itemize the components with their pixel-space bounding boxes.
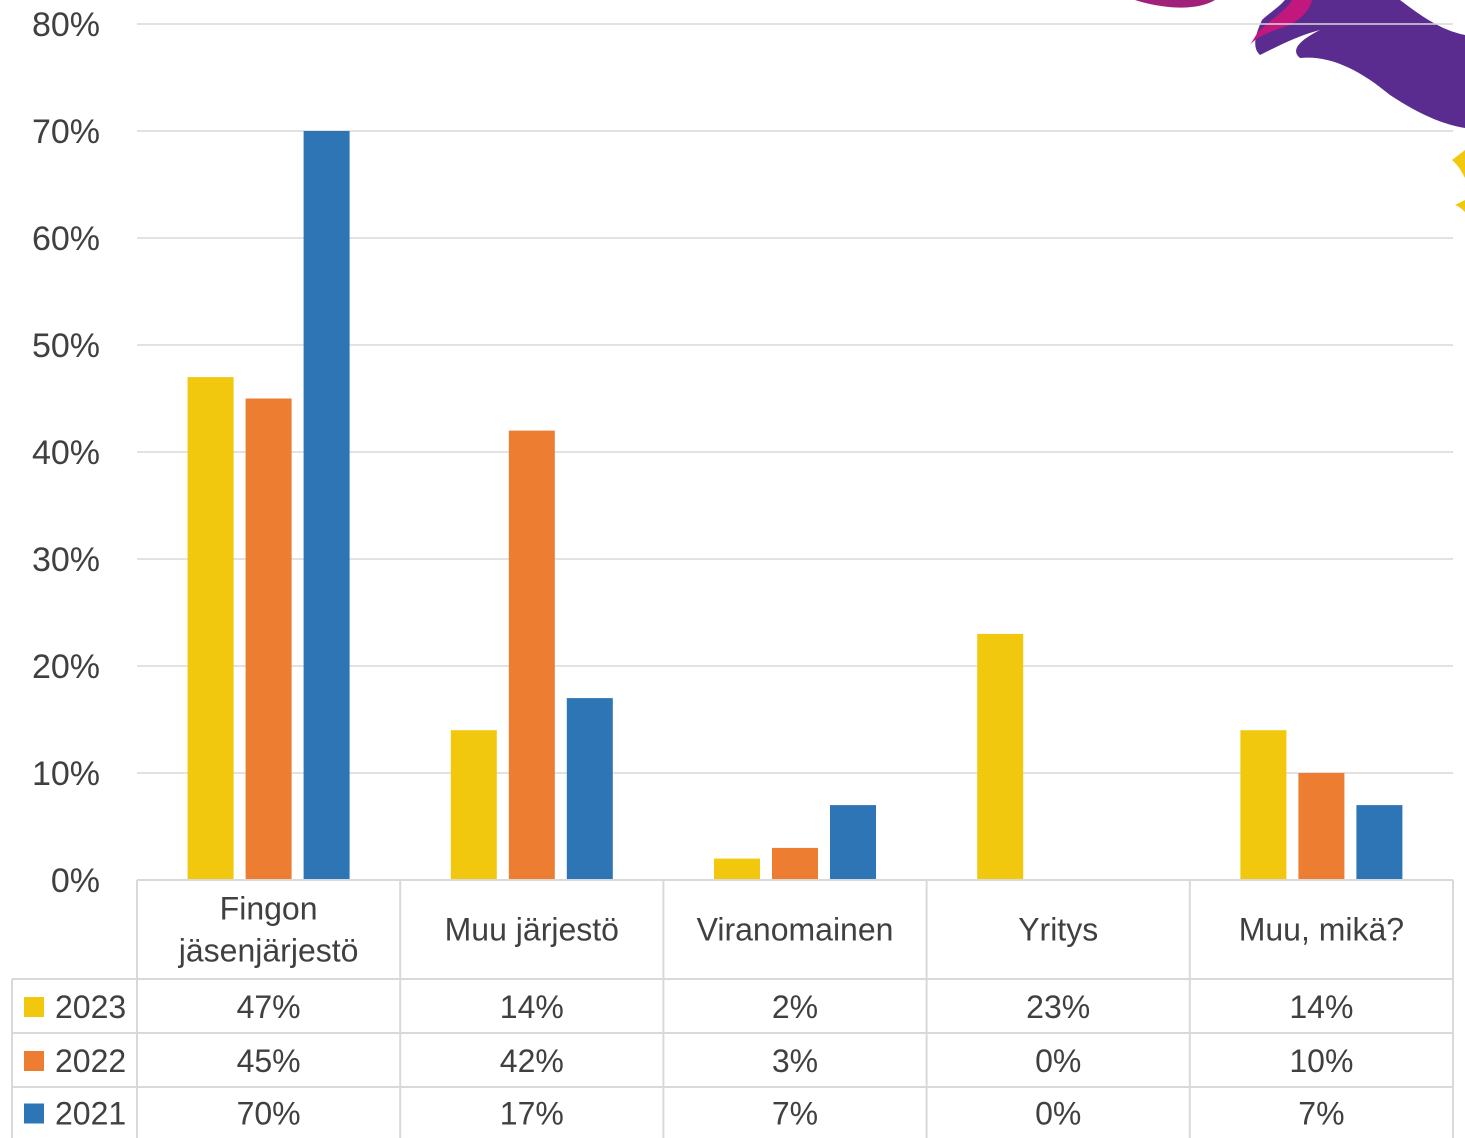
bar-2021 bbox=[566, 698, 613, 880]
decorative-swoosh-graphic bbox=[1135, 0, 1465, 212]
category-label: jäsenjärjestö bbox=[178, 933, 359, 969]
table-cell-value: 7% bbox=[772, 1096, 818, 1132]
table-cell-value: 14% bbox=[1289, 989, 1353, 1025]
category-label: Yritys bbox=[1018, 912, 1098, 948]
bar-2023 bbox=[714, 858, 760, 880]
bar-2023 bbox=[1240, 730, 1287, 880]
bar-2022 bbox=[245, 398, 292, 880]
bar-2022 bbox=[1298, 773, 1345, 880]
legend-label: 2021 bbox=[55, 1096, 126, 1132]
table-cell-value: 23% bbox=[1026, 989, 1090, 1025]
bar-2021 bbox=[1356, 805, 1403, 880]
table-cell-value: 3% bbox=[772, 1043, 818, 1079]
table-cell-value: 42% bbox=[500, 1043, 564, 1079]
table-cell-value: 0% bbox=[1035, 1096, 1081, 1132]
y-tick-label: 60% bbox=[32, 220, 100, 258]
legend-swatch-2021 bbox=[24, 1103, 44, 1124]
legend-label: 2022 bbox=[55, 1043, 126, 1079]
table-cell-value: 17% bbox=[500, 1096, 564, 1132]
bar-2021 bbox=[303, 131, 350, 880]
bar-2022 bbox=[772, 847, 818, 880]
y-tick-label: 0% bbox=[51, 862, 100, 900]
y-tick-label: 80% bbox=[32, 6, 100, 44]
bar-2023 bbox=[187, 377, 234, 880]
bar-2023 bbox=[977, 633, 1024, 880]
table-cell-value: 14% bbox=[500, 989, 564, 1025]
y-tick-label: 40% bbox=[32, 434, 100, 472]
legend-label: 2023 bbox=[55, 989, 126, 1025]
legend-swatch-2023 bbox=[24, 997, 44, 1017]
table-cell-value: 2% bbox=[772, 989, 818, 1025]
table-cell-value: 10% bbox=[1289, 1043, 1353, 1079]
gridlines bbox=[137, 23, 1453, 774]
y-tick-label: 70% bbox=[32, 113, 100, 151]
bar-2021 bbox=[830, 805, 876, 880]
y-tick-label: 20% bbox=[32, 648, 100, 686]
bar-2023 bbox=[450, 730, 497, 880]
y-axis-ticks: 0% 10% 20% 30% 40% 50% 60% 70% 80% bbox=[32, 6, 100, 900]
y-tick-label: 10% bbox=[32, 755, 100, 793]
legend-swatch-2022 bbox=[24, 1051, 44, 1071]
category-label: Viranomainen bbox=[697, 912, 894, 948]
table-cell-value: 7% bbox=[1298, 1096, 1344, 1132]
y-tick-label: 30% bbox=[32, 541, 100, 579]
table-cell-value: 45% bbox=[237, 1043, 301, 1079]
data-table: Fingon jäsenjärjestö Muu järjestö Viranomai… bbox=[11, 879, 1454, 1138]
table-cell-value: 70% bbox=[237, 1096, 301, 1132]
category-label: Fingon bbox=[220, 891, 318, 927]
category-label: Muu järjestö bbox=[445, 912, 619, 948]
category-label: Muu, mikä? bbox=[1239, 912, 1404, 948]
bars bbox=[187, 131, 1403, 880]
table-cell-value: 0% bbox=[1035, 1043, 1081, 1079]
bar-2022 bbox=[508, 430, 555, 880]
table-cell-value: 47% bbox=[237, 989, 301, 1025]
y-tick-label: 50% bbox=[32, 327, 100, 365]
